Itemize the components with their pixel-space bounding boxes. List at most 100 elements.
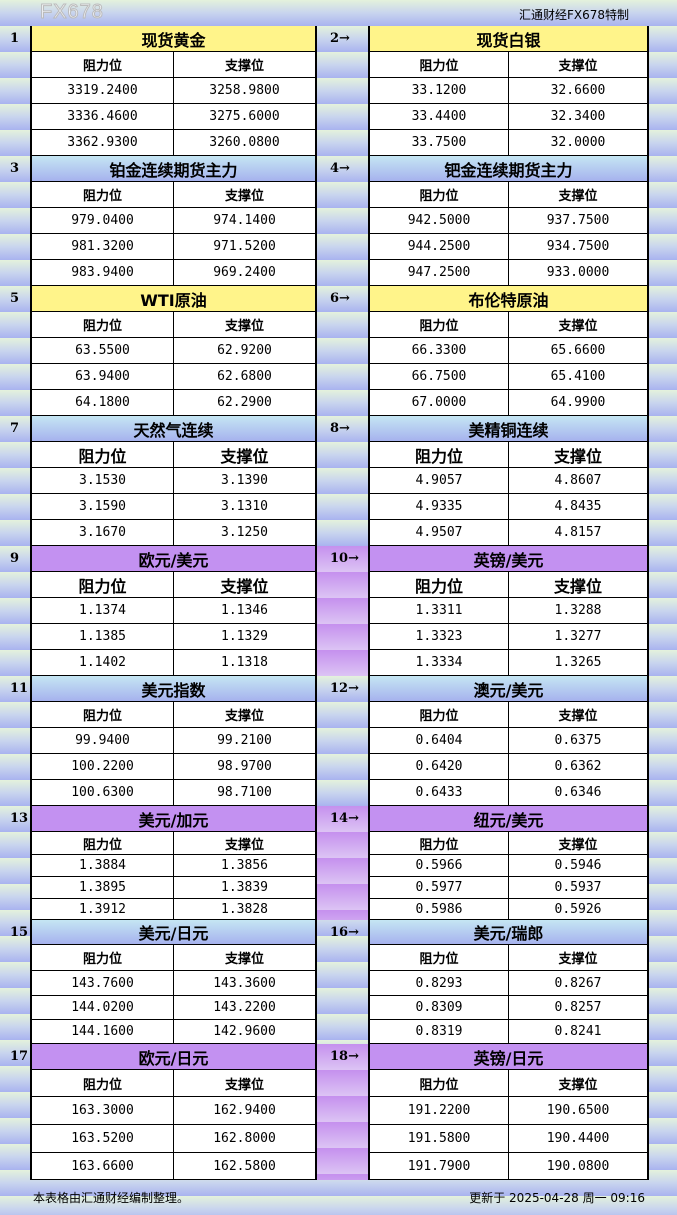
resistance-value: 942.5000 bbox=[407, 213, 471, 228]
table-row: 3362.9300 3260.0800 bbox=[32, 130, 315, 156]
section-title: 美元/日元 bbox=[32, 920, 315, 945]
support-value: 62.6800 bbox=[173, 364, 315, 389]
price-table: 欧元/美元 阻力位 支撑位 1.1374 1.1346 1.1385 1.132… bbox=[30, 546, 317, 676]
support-value: 32.6600 bbox=[508, 78, 647, 103]
resistance-value: 0.5966 bbox=[415, 858, 463, 873]
support-value: 1.3856 bbox=[173, 855, 315, 876]
resistance-value: 144.0200 bbox=[71, 1000, 134, 1015]
separator-band bbox=[316, 1044, 368, 1180]
support-header: 支撑位 bbox=[173, 182, 315, 207]
header-row: 阻力位 支撑位 bbox=[32, 52, 315, 78]
table-row: 1.1385 1.1329 bbox=[32, 624, 315, 650]
resistance-value: 981.3200 bbox=[71, 239, 134, 254]
table-row: 63.5500 62.9200 bbox=[32, 338, 315, 364]
brand-label: 汇通财经FX678特制 bbox=[518, 8, 629, 22]
resistance-value: 1.1385 bbox=[79, 629, 126, 644]
support-value: 65.4100 bbox=[508, 364, 647, 389]
update-time: 更新于 2025-04-28 周一 09:16 bbox=[469, 1191, 645, 1205]
support-value: 190.6500 bbox=[508, 1097, 647, 1124]
table-row: 163.5200 162.8000 bbox=[32, 1125, 315, 1153]
support-value: 143.3600 bbox=[173, 971, 315, 995]
section-number: 8→ bbox=[330, 421, 350, 436]
price-table: 现货白银 阻力位 支撑位 33.1200 32.6600 33.4400 32.… bbox=[368, 26, 649, 156]
resistance-value: 3362.9300 bbox=[67, 135, 138, 150]
table-row: 3.1590 3.1310 bbox=[32, 494, 315, 520]
support-header: 支撑位 bbox=[508, 312, 647, 337]
support-value: 64.9900 bbox=[508, 390, 647, 415]
resistance-value: 0.6420 bbox=[415, 759, 463, 774]
resistance-header: 阻力位 bbox=[82, 59, 122, 74]
table-row: 0.5986 0.5926 bbox=[370, 899, 647, 920]
support-value: 143.2200 bbox=[173, 996, 315, 1019]
support-value: 62.9200 bbox=[173, 338, 315, 363]
support-header: 支撑位 bbox=[508, 442, 647, 467]
resistance-header: 阻力位 bbox=[82, 319, 122, 334]
header-row: 阻力位 支撑位 bbox=[32, 312, 315, 338]
support-header: 支撑位 bbox=[173, 1070, 315, 1096]
section-title: 英镑/日元 bbox=[370, 1044, 647, 1070]
support-value: 190.4400 bbox=[508, 1125, 647, 1152]
price-table: 布伦特原油 阻力位 支撑位 66.3300 65.6600 66.7500 65… bbox=[368, 286, 649, 416]
support-header: 支撑位 bbox=[173, 442, 315, 467]
support-value: 4.8435 bbox=[508, 494, 647, 519]
support-value: 190.0800 bbox=[508, 1153, 647, 1179]
header-row: 阻力位 支撑位 bbox=[370, 572, 647, 598]
footer-note: 本表格由汇通财经编制整理。 bbox=[33, 1191, 190, 1205]
support-value: 4.8157 bbox=[508, 520, 647, 545]
section-number: 5 bbox=[10, 291, 20, 306]
section-title: 纽元/美元 bbox=[370, 806, 647, 832]
price-table: 美元/日元 阻力位 支撑位 143.7600 143.3600 144.0200… bbox=[30, 920, 317, 1044]
table-row: 3336.4600 3275.6000 bbox=[32, 104, 315, 130]
price-table: 美元/瑞郎 阻力位 支撑位 0.8293 0.8267 0.8309 0.825… bbox=[368, 920, 649, 1044]
section-number: 11 bbox=[10, 681, 29, 696]
section-title: 钯金连续期货主力 bbox=[370, 156, 647, 182]
table-row: 1.3912 1.3828 bbox=[32, 899, 315, 920]
support-value: 98.7100 bbox=[173, 780, 315, 805]
resistance-value: 4.9507 bbox=[415, 525, 463, 540]
resistance-value: 979.0400 bbox=[71, 213, 134, 228]
resistance-value: 100.6300 bbox=[71, 785, 134, 800]
table-row: 63.9400 62.6800 bbox=[32, 364, 315, 390]
section-number: 10→ bbox=[330, 551, 359, 566]
section-number: 7 bbox=[10, 421, 20, 436]
header-row: 阻力位 支撑位 bbox=[370, 1070, 647, 1097]
resistance-header: 阻力位 bbox=[414, 576, 463, 596]
support-value: 162.5800 bbox=[173, 1153, 315, 1179]
support-value: 3.1250 bbox=[173, 520, 315, 545]
price-table: 钯金连续期货主力 阻力位 支撑位 942.5000 937.7500 944.2… bbox=[368, 156, 649, 286]
resistance-value: 3.1590 bbox=[79, 499, 126, 514]
table-row: 0.5977 0.5937 bbox=[370, 877, 647, 899]
support-value: 162.9400 bbox=[173, 1097, 315, 1124]
support-value: 0.6362 bbox=[508, 754, 647, 779]
support-value: 3258.9800 bbox=[173, 78, 315, 103]
support-value: 0.5926 bbox=[508, 899, 647, 919]
resistance-header: 阻力位 bbox=[78, 576, 127, 596]
table-row: 1.3895 1.3839 bbox=[32, 877, 315, 899]
resistance-value: 100.2200 bbox=[71, 759, 134, 774]
support-header: 支撑位 bbox=[173, 572, 315, 597]
support-value: 1.3288 bbox=[508, 598, 647, 623]
price-table: 欧元/日元 阻力位 支撑位 163.3000 162.9400 163.5200… bbox=[30, 1044, 317, 1180]
support-value: 4.8607 bbox=[508, 468, 647, 493]
header-row: 阻力位 支撑位 bbox=[32, 442, 315, 468]
support-value: 99.2100 bbox=[173, 728, 315, 753]
table-row: 1.3323 1.3277 bbox=[370, 624, 647, 650]
table-row: 191.7900 190.0800 bbox=[370, 1153, 647, 1180]
table-row: 33.1200 32.6600 bbox=[370, 78, 647, 104]
table-row: 143.7600 143.3600 bbox=[32, 971, 315, 996]
resistance-value: 1.3895 bbox=[79, 880, 126, 895]
resistance-value: 1.3884 bbox=[79, 858, 126, 873]
table-row: 0.5966 0.5946 bbox=[370, 855, 647, 877]
price-table: WTI原油 阻力位 支撑位 63.5500 62.9200 63.9400 62… bbox=[30, 286, 317, 416]
header-row: 阻力位 支撑位 bbox=[32, 945, 315, 971]
support-value: 1.1346 bbox=[173, 598, 315, 623]
support-value: 0.5946 bbox=[508, 855, 647, 876]
resistance-value: 3319.2400 bbox=[67, 83, 138, 98]
section-number: 4→ bbox=[330, 161, 350, 176]
resistance-header: 阻力位 bbox=[419, 319, 459, 334]
resistance-header: 阻力位 bbox=[419, 709, 459, 724]
section-title: 美元/加元 bbox=[32, 806, 315, 832]
table-row: 100.6300 98.7100 bbox=[32, 780, 315, 806]
section-number: 13 bbox=[10, 811, 29, 826]
table-row: 942.5000 937.7500 bbox=[370, 208, 647, 234]
